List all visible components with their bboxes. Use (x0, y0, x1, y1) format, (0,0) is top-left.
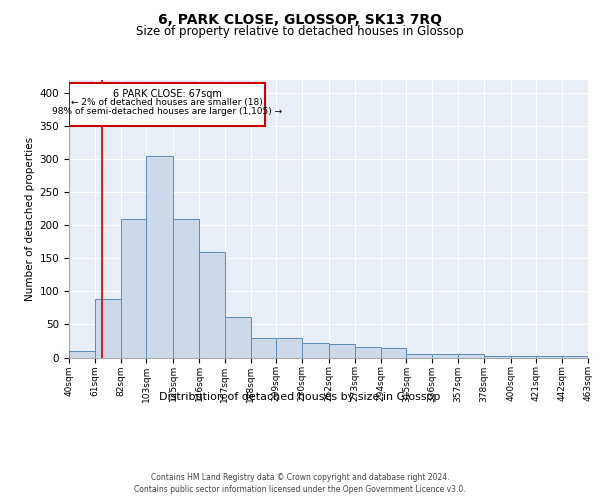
Bar (95, 300, 121, 358)
Bar (380, 348, 406, 358)
Bar (458, 354, 484, 358)
Bar (329, 344, 355, 358)
Bar (69, 84, 265, 126)
Bar (432, 354, 458, 358)
Bar (199, 252, 225, 358)
Bar (302, 343, 329, 357)
Bar (484, 356, 511, 358)
Bar (146, 156, 173, 358)
Text: 6, PARK CLOSE, GLOSSOP, SK13 7RQ: 6, PARK CLOSE, GLOSSOP, SK13 7RQ (158, 12, 442, 26)
Bar (69, 351, 95, 358)
Bar (173, 218, 199, 358)
Text: Size of property relative to detached houses in Glossop: Size of property relative to detached ho… (136, 25, 464, 38)
Bar (355, 347, 380, 358)
Bar (277, 338, 302, 357)
Text: ← 2% of detached houses are smaller (18): ← 2% of detached houses are smaller (18) (71, 98, 263, 107)
Text: 6 PARK CLOSE: 67sqm: 6 PARK CLOSE: 67sqm (113, 88, 221, 99)
Bar (225, 316, 251, 358)
Y-axis label: Number of detached properties: Number of detached properties (25, 136, 35, 301)
Bar (536, 356, 562, 358)
Text: Distribution of detached houses by size in Glossop: Distribution of detached houses by size … (160, 392, 440, 402)
Text: Contains public sector information licensed under the Open Government Licence v3: Contains public sector information licen… (134, 485, 466, 494)
Text: Contains HM Land Registry data © Crown copyright and database right 2024.: Contains HM Land Registry data © Crown c… (151, 472, 449, 482)
Bar (562, 356, 588, 358)
Bar (511, 356, 536, 358)
Bar (121, 218, 146, 358)
Text: 98% of semi-detached houses are larger (1,105) →: 98% of semi-detached houses are larger (… (52, 107, 282, 116)
Bar (251, 338, 277, 357)
Bar (406, 354, 432, 358)
